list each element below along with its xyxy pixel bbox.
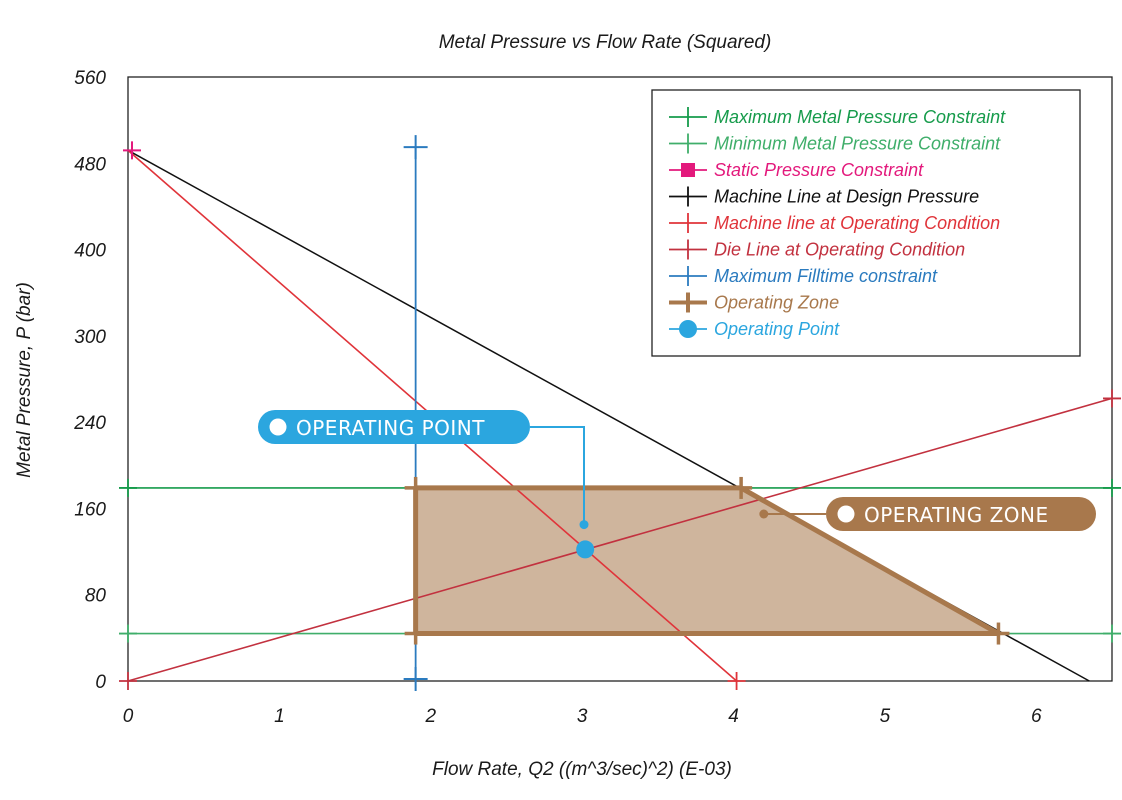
- operating-point-callout-label: OPERATING POINT: [296, 416, 485, 440]
- legend-label: Operating Point: [714, 319, 840, 339]
- operating-zone-marker: [404, 476, 427, 499]
- operating-point-leader-dot: [579, 520, 589, 530]
- legend-label: Machine Line at Design Pressure: [714, 187, 979, 207]
- operating-zone-marker: [404, 622, 427, 645]
- legend-label: Maximum Metal Pressure Constraint: [714, 107, 1006, 127]
- max-pressure-marker: [1103, 478, 1121, 497]
- legend-item: Static Pressure Constraint: [669, 160, 924, 180]
- legend-item: Machine Line at Design Pressure: [669, 186, 979, 207]
- min-pressure-marker: [1103, 624, 1121, 643]
- y-tick-label: 400: [74, 241, 106, 262]
- min-pressure-marker: [119, 624, 137, 643]
- filltime-marker: [403, 135, 428, 160]
- x-tick-label: 5: [880, 706, 891, 727]
- filltime-marker: [403, 667, 428, 691]
- y-tick-label: 300: [74, 327, 106, 348]
- x-tick-label: 4: [728, 706, 739, 727]
- y-tick-label: 160: [74, 499, 106, 520]
- x-tick-label: 2: [424, 706, 436, 727]
- x-tick-label: 3: [577, 706, 588, 727]
- operating-zone-callout-label: OPERATING ZONE: [864, 503, 1049, 527]
- legend-item: Die Line at Operating Condition: [669, 239, 965, 260]
- die-line-marker: [119, 672, 137, 690]
- plot-frame: [127, 76, 1113, 682]
- operating-zone-callout-dot: [837, 505, 855, 523]
- operating-point-leader: [530, 426, 585, 525]
- legend-label: Static Pressure Constraint: [714, 160, 924, 180]
- y-tick-label: 240: [73, 413, 106, 434]
- operating-zone-marker: [730, 476, 753, 499]
- operating-zone-marker: [987, 622, 1010, 645]
- operating-machine-marker: [727, 672, 746, 690]
- y-axis-label: Metal Pressure, P (bar): [14, 282, 35, 478]
- static-pressure-marker: [123, 141, 141, 160]
- x-tick-label: 0: [123, 706, 134, 727]
- operating-point-callout-dot: [269, 418, 287, 436]
- legend-label: Die Line at Operating Condition: [714, 240, 965, 260]
- operating-point-callout: [258, 410, 530, 444]
- x-axis-label: Flow Rate, Q2 ((m^3/sec)^2) (E-03): [432, 759, 732, 780]
- y-tick-label: 80: [85, 586, 107, 607]
- legend-item: Machine line at Operating Condition: [669, 213, 1000, 233]
- x-tick-label: 1: [274, 706, 285, 727]
- die-line: [127, 397, 1113, 682]
- legend-label: Machine line at Operating Condition: [714, 213, 1000, 233]
- legend-item: Maximum Filltime constraint: [669, 266, 938, 286]
- max-pressure-marker: [119, 478, 137, 497]
- y-tick-label: 560: [74, 68, 106, 89]
- operating-zone-leader-dot: [759, 509, 769, 519]
- operating-zone-callout: [826, 497, 1096, 531]
- legend: [651, 89, 1081, 357]
- operating-zone-fill: [415, 487, 999, 634]
- legend-item: Minimum Metal Pressure Constraint: [669, 133, 1001, 154]
- die-line-marker: [1103, 389, 1121, 408]
- legend-label: Operating Zone: [714, 293, 839, 313]
- chart-title: Metal Pressure vs Flow Rate (Squared): [439, 32, 772, 53]
- legend-label: Maximum Filltime constraint: [714, 266, 938, 286]
- operating-point-marker: [576, 540, 595, 559]
- x-tick-label: 6: [1031, 706, 1042, 727]
- legend-item: Maximum Metal Pressure Constraint: [669, 107, 1006, 127]
- y-tick-label: 0: [95, 672, 106, 693]
- legend-item: Operating Zone: [669, 292, 839, 313]
- legend-item: Operating Point: [669, 319, 840, 339]
- legend-label: Minimum Metal Pressure Constraint: [714, 134, 1001, 154]
- y-tick-label: 480: [74, 154, 106, 175]
